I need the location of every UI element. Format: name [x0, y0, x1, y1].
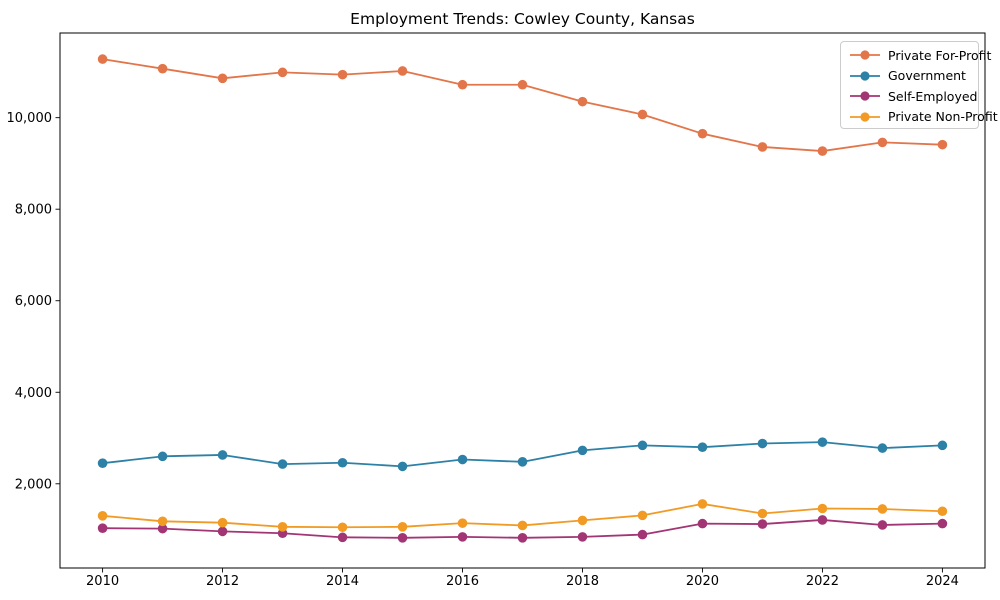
- data-point-marker: [337, 522, 348, 533]
- data-point-marker: [877, 504, 888, 514]
- legend-item: Government: [841, 66, 978, 87]
- data-point-marker: [97, 511, 108, 521]
- data-point-marker: [637, 510, 648, 521]
- data-point-marker: [217, 517, 228, 528]
- data-point-marker: [157, 63, 168, 74]
- legend-item: Private Non-Profit: [841, 107, 998, 128]
- legend-label: Government: [888, 68, 966, 84]
- data-point-marker: [577, 445, 588, 456]
- y-axis-tick-label: 4,000: [15, 386, 52, 401]
- data-point-marker: [757, 438, 768, 449]
- data-point-marker: [577, 96, 588, 107]
- data-point-marker: [337, 532, 348, 543]
- data-point-marker: [937, 440, 948, 451]
- data-point-marker: [697, 128, 708, 139]
- legend-item: Self-Employed: [841, 86, 978, 107]
- data-point-marker: [937, 139, 948, 150]
- data-point-marker: [457, 518, 468, 528]
- y-axis-tick-label: 6,000: [15, 294, 52, 309]
- legend-item: Private For-Profit: [841, 45, 991, 66]
- legend-marker-icon: [850, 91, 880, 101]
- data-point-marker: [577, 532, 588, 542]
- x-axis-tick-label: 2012: [206, 574, 239, 589]
- x-axis-tick-label: 2010: [86, 574, 119, 589]
- data-point-marker: [457, 532, 468, 542]
- data-point-marker: [217, 450, 228, 460]
- data-point-marker: [277, 522, 288, 532]
- data-point-marker: [757, 142, 768, 152]
- data-point-marker: [817, 515, 828, 525]
- legend-label: Self-Employed: [888, 88, 978, 104]
- data-point-marker: [217, 526, 228, 537]
- x-axis-tick-label: 2020: [686, 574, 719, 589]
- data-point-marker: [757, 508, 768, 519]
- data-point-marker: [457, 79, 468, 90]
- data-point-marker: [517, 532, 528, 543]
- legend-marker-icon: [850, 50, 880, 60]
- data-point-marker: [97, 458, 108, 468]
- data-point-marker: [157, 523, 168, 534]
- data-point-marker: [97, 523, 108, 533]
- data-point-marker: [397, 66, 408, 76]
- data-point-marker: [637, 529, 648, 540]
- data-point-marker: [397, 522, 408, 532]
- chart-legend: Private For-Profit Government Self-Employe…: [840, 41, 998, 129]
- x-axis-tick-label: 2024: [926, 574, 959, 589]
- data-point-marker: [937, 518, 948, 529]
- data-point-marker: [397, 461, 408, 472]
- chart-title: Employment Trends: Cowley County, Kansas: [350, 10, 695, 28]
- y-axis-tick-label: 2,000: [15, 477, 52, 492]
- data-point-marker: [817, 437, 828, 447]
- series-line-private-for-profit: [101, 58, 944, 152]
- data-point-marker: [817, 146, 828, 156]
- data-point-marker: [817, 503, 828, 514]
- data-point-marker: [157, 451, 168, 462]
- data-point-marker: [937, 506, 948, 517]
- y-axis-tick-label: 10,000: [7, 111, 53, 126]
- legend-marker-icon: [850, 71, 880, 81]
- data-point-marker: [577, 515, 588, 526]
- data-point-marker: [337, 69, 348, 80]
- legend-label: Private Non-Profit: [888, 109, 998, 125]
- data-point-marker: [217, 73, 228, 84]
- data-point-marker: [637, 440, 648, 451]
- data-point-marker: [877, 520, 888, 530]
- data-point-marker: [517, 79, 528, 90]
- data-point-marker: [517, 457, 528, 467]
- data-point-marker: [697, 442, 708, 452]
- data-point-marker: [277, 67, 288, 78]
- x-axis-tick-label: 2022: [806, 574, 839, 589]
- data-point-marker: [397, 532, 408, 543]
- data-point-marker: [697, 518, 708, 529]
- data-point-marker: [157, 516, 168, 527]
- data-point-marker: [277, 459, 288, 469]
- data-point-marker: [637, 109, 648, 120]
- data-point-marker: [337, 457, 348, 468]
- legend-label: Private For-Profit: [888, 47, 992, 63]
- x-axis-tick-label: 2018: [566, 574, 599, 589]
- data-point-marker: [457, 454, 468, 465]
- y-axis-tick-label: 8,000: [15, 203, 52, 218]
- legend-marker-icon: [850, 112, 880, 122]
- data-point-marker: [97, 54, 108, 64]
- data-point-marker: [517, 520, 528, 531]
- data-point-marker: [877, 137, 888, 148]
- data-point-marker: [697, 499, 708, 509]
- data-point-marker: [877, 443, 888, 453]
- x-axis-tick-label: 2016: [446, 574, 479, 589]
- x-axis-tick-label: 2014: [326, 574, 359, 589]
- data-point-marker: [757, 519, 768, 529]
